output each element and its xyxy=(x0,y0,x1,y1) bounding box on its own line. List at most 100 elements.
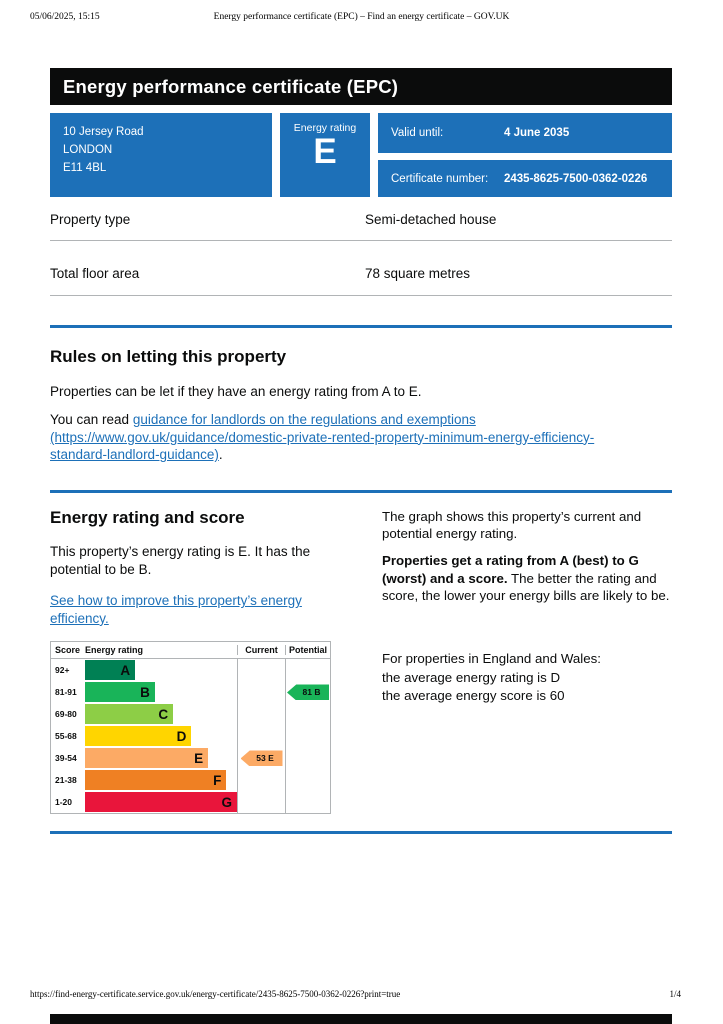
potential-cell xyxy=(285,659,330,682)
band-b: B xyxy=(85,682,155,703)
valid-until-value: 4 June 2035 xyxy=(504,127,570,139)
band-score: 69-80 xyxy=(55,709,77,720)
band-d: D xyxy=(85,726,192,747)
current-cell xyxy=(237,769,285,792)
address-line-1: 10 Jersey Road xyxy=(63,126,144,138)
band-c: C xyxy=(85,704,174,725)
rules-para2-prefix: You can read xyxy=(50,412,133,428)
band-score: 81-91 xyxy=(55,687,77,698)
valid-until-label: Valid until: xyxy=(391,127,444,139)
print-page-title: Energy performance certificate (EPC) – F… xyxy=(213,12,510,22)
potential-cell xyxy=(285,703,330,726)
page-content: Energy performance certificate (EPC) 10 … xyxy=(50,68,672,835)
print-datetime: 05/06/2025, 15:15 xyxy=(30,12,100,22)
valid-until-box: Valid until: 4 June 2035 xyxy=(378,113,672,153)
rating-scale-rest: The better the rating and score, the low… xyxy=(381,570,670,603)
landlord-guidance-link[interactable]: guidance for landlords on the regulation… xyxy=(50,412,595,463)
property-type-row: Property type Semi-detached house xyxy=(50,197,672,241)
potential-cell xyxy=(285,769,330,792)
band-e: E xyxy=(85,748,209,769)
chart-row-a: 92+ A xyxy=(51,659,330,682)
summary-boxes: 10 Jersey Road LONDON E11 4BL Energy rat… xyxy=(50,113,672,197)
average-score-line: the average energy score is 60 xyxy=(381,687,565,703)
band-score: 55-68 xyxy=(55,731,77,742)
floor-area-label: Total floor area xyxy=(50,266,140,281)
print-footer-url: https://find-energy-certificate.service.… xyxy=(30,989,401,999)
print-page-number: 1/4 xyxy=(669,989,681,999)
epc-title-banner: Energy performance certificate (EPC) xyxy=(50,68,672,105)
chart-row-d: 55-68 D xyxy=(51,725,330,748)
band-letter: C xyxy=(158,706,169,722)
rating-scale-bold: Properties get a rating from A (best) to… xyxy=(381,553,639,586)
rules-para2: You can read guidance for landlords on t… xyxy=(50,411,642,464)
potential-rating-tag: 81 B xyxy=(287,684,329,701)
potential-cell xyxy=(285,747,330,770)
chart-col-score: Score xyxy=(55,645,81,656)
rules-para1: Properties can be let if they have an en… xyxy=(50,383,422,399)
band-letter: A xyxy=(120,662,131,678)
chart-row-c: 69-80 C xyxy=(51,703,330,726)
potential-cell xyxy=(285,791,330,814)
band-score: 1-20 xyxy=(55,797,73,808)
energy-rating-value: E xyxy=(313,132,337,171)
chart-col-current: Current xyxy=(237,645,285,656)
chart-col-potential: Potential xyxy=(285,645,330,656)
chart-row-g: 1-20 G xyxy=(51,791,330,814)
average-rating-line: the average energy rating is D xyxy=(381,670,561,686)
current-cell: 53 E xyxy=(237,747,285,770)
chart-header-row: Score Energy rating Current Potential xyxy=(51,642,330,660)
graph-explainer-para: The graph shows this property’s current … xyxy=(381,508,642,542)
current-cell xyxy=(237,703,285,726)
band-f: F xyxy=(85,770,227,791)
current-rating-tag: 53 E xyxy=(240,750,283,767)
band-score: 92+ xyxy=(55,665,70,676)
print-header: 05/06/2025, 15:15 Energy performance cer… xyxy=(30,12,693,22)
potential-cell xyxy=(285,725,330,748)
rating-heading: Energy rating and score xyxy=(50,507,245,527)
band-a: A xyxy=(85,660,136,681)
property-address-box: 10 Jersey Road LONDON E11 4BL xyxy=(50,113,272,197)
band-g: G xyxy=(85,792,237,813)
rating-para: This property’s energy rating is E. It h… xyxy=(50,544,311,577)
floor-area-row: Total floor area 78 square metres xyxy=(50,241,672,296)
current-cell xyxy=(237,681,285,704)
band-score: 21-38 xyxy=(55,775,77,786)
band-letter: B xyxy=(140,684,150,700)
section-divider xyxy=(50,325,672,328)
certificate-info-boxes: Valid until: 4 June 2035 Certificate num… xyxy=(378,113,672,197)
chart-col-energy-rating: Energy rating xyxy=(85,645,144,656)
current-cell xyxy=(237,659,285,682)
energy-rating-label: Energy rating xyxy=(293,122,357,134)
chart-row-b: 81-91 B 81 B xyxy=(51,681,330,704)
property-type-value: Semi-detached house xyxy=(365,212,497,227)
section-divider xyxy=(50,489,672,493)
section-divider xyxy=(50,831,672,835)
current-cell xyxy=(237,725,285,748)
certificate-number-value: 2435-8625-7500-0362-0226 xyxy=(504,172,648,185)
potential-cell: 81 B xyxy=(285,681,330,704)
rules-heading: Rules on letting this property xyxy=(50,347,287,366)
chart-row-f: 21-38 F xyxy=(51,769,330,792)
rating-left-column: Energy rating and score This property’s … xyxy=(50,508,344,815)
band-letter: D xyxy=(176,728,187,744)
epc-title: Energy performance certificate (EPC) xyxy=(63,75,399,97)
rating-right-column: The graph shows this property’s current … xyxy=(382,508,672,815)
energy-rating-box: Energy rating E xyxy=(280,113,370,197)
certificate-number-box: Certificate number: 2435-8625-7500-0362-… xyxy=(378,160,672,197)
band-score: 39-54 xyxy=(55,753,77,764)
epc-rating-chart: Score Energy rating Current Potential 92… xyxy=(50,641,331,815)
rating-section: Energy rating and score This property’s … xyxy=(50,508,672,815)
property-type-label: Property type xyxy=(50,212,131,227)
address-line-3: E11 4BL xyxy=(63,161,107,174)
rating-scale-para: Properties get a rating from A (best) to… xyxy=(382,552,672,604)
improve-efficiency-link[interactable]: See how to improve this property’s energ… xyxy=(50,593,302,626)
current-cell xyxy=(237,791,285,814)
band-letter: E xyxy=(194,750,204,766)
chart-row-e: 39-54 E 53 E xyxy=(51,747,330,770)
address-line-2: LONDON xyxy=(63,143,113,156)
certificate-number-label: Certificate number: xyxy=(391,172,489,185)
next-page-banner xyxy=(50,1014,672,1024)
england-wales-para: For properties in England and Wales: xyxy=(381,651,601,667)
floor-area-value: 78 square metres xyxy=(365,266,471,281)
rules-para2-suffix: . xyxy=(218,447,223,463)
